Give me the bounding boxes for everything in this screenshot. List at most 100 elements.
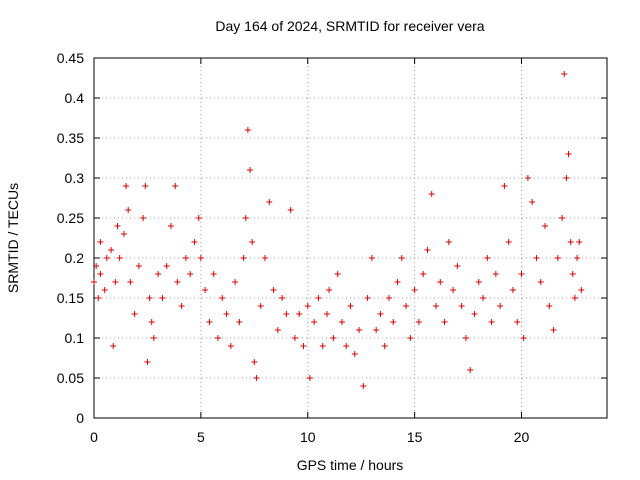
- data-point: [97, 271, 104, 277]
- data-point: [163, 263, 170, 269]
- axis-ticks: [93, 57, 607, 419]
- data-point: [91, 279, 97, 285]
- data-point: [127, 279, 134, 285]
- data-point: [300, 343, 307, 349]
- data-point: [428, 191, 435, 197]
- data-point: [195, 215, 202, 221]
- data-point: [533, 255, 540, 261]
- data-point: [441, 319, 448, 325]
- data-point: [578, 287, 585, 293]
- data-point: [377, 311, 384, 317]
- data-point: [197, 255, 204, 261]
- x-tick-label: 0: [90, 429, 98, 445]
- data-point: [574, 255, 581, 261]
- data-point: [279, 295, 286, 301]
- data-point: [214, 335, 221, 341]
- y-tick-label: 0: [76, 410, 84, 426]
- data-point: [249, 239, 256, 245]
- x-axis-label: GPS time / hours: [297, 457, 404, 473]
- data-point: [283, 311, 290, 317]
- data-point: [159, 295, 166, 301]
- data-point: [492, 271, 499, 277]
- data-point: [458, 303, 465, 309]
- data-point: [131, 311, 138, 317]
- data-point: [167, 223, 174, 229]
- data-point: [467, 367, 474, 373]
- data-point: [140, 215, 147, 221]
- data-point: [445, 239, 452, 245]
- data-point: [403, 303, 410, 309]
- data-point: [501, 183, 508, 189]
- data-point: [178, 303, 185, 309]
- data-point: [563, 175, 570, 181]
- data-point: [381, 343, 388, 349]
- data-point: [187, 271, 194, 277]
- data-point: [437, 279, 444, 285]
- data-points: [91, 71, 585, 389]
- data-point: [571, 295, 578, 301]
- y-tick-label: 0.3: [65, 170, 85, 186]
- data-point: [232, 279, 239, 285]
- data-point: [433, 303, 439, 309]
- y-tick-label: 0.25: [57, 210, 84, 226]
- data-point: [311, 319, 318, 325]
- data-point: [251, 359, 258, 365]
- data-point: [524, 175, 531, 181]
- data-point: [144, 359, 151, 365]
- data-point: [270, 287, 277, 293]
- data-point: [373, 327, 380, 333]
- data-point: [266, 199, 273, 205]
- data-point: [520, 335, 527, 341]
- data-point: [135, 263, 142, 269]
- y-tick-label: 0.05: [57, 370, 84, 386]
- data-point: [360, 383, 367, 389]
- data-point: [101, 287, 108, 293]
- data-point: [114, 223, 121, 229]
- plot-frame: [93, 57, 608, 419]
- data-point: [257, 303, 264, 309]
- data-point: [326, 287, 333, 293]
- data-point: [514, 319, 521, 325]
- grid-lines: [94, 58, 607, 418]
- data-point: [142, 183, 149, 189]
- data-point: [174, 279, 181, 285]
- data-point: [223, 311, 230, 317]
- y-tick-label: 0.15: [57, 290, 84, 306]
- y-tick-label: 0.2: [65, 250, 85, 266]
- data-point: [351, 351, 358, 357]
- data-point: [385, 295, 392, 301]
- data-point: [191, 239, 198, 245]
- x-tick-label: 10: [300, 429, 316, 445]
- data-point: [247, 167, 254, 173]
- data-point: [116, 255, 123, 261]
- data-point: [364, 295, 371, 301]
- data-point: [518, 271, 525, 277]
- data-point: [550, 327, 557, 333]
- data-point: [338, 319, 345, 325]
- data-point: [227, 343, 234, 349]
- data-point: [287, 207, 294, 213]
- data-point: [450, 287, 457, 293]
- data-point: [95, 295, 102, 301]
- data-point: [93, 263, 100, 269]
- data-point: [306, 375, 313, 381]
- data-point: [150, 335, 157, 341]
- data-point: [454, 263, 461, 269]
- data-point: [398, 255, 405, 261]
- data-point: [244, 127, 251, 133]
- data-point: [424, 247, 431, 253]
- data-point: [343, 343, 350, 349]
- data-point: [497, 303, 504, 309]
- data-point: [411, 287, 418, 293]
- x-tick-label: 5: [197, 429, 205, 445]
- x-tick-label: 20: [514, 429, 530, 445]
- data-point: [390, 319, 397, 325]
- data-point: [148, 319, 155, 325]
- y-tick-label: 0.45: [57, 50, 84, 66]
- data-point: [202, 287, 209, 293]
- data-point: [315, 295, 322, 301]
- data-point: [206, 319, 213, 325]
- data-point: [569, 271, 576, 277]
- data-point: [480, 295, 487, 301]
